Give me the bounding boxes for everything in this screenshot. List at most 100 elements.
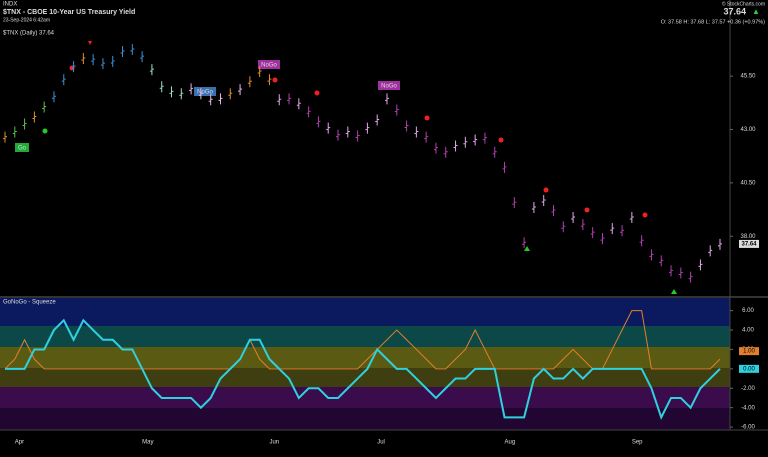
- price-bar: [179, 88, 184, 100]
- price-bar: [61, 74, 66, 86]
- price-bar: [32, 111, 37, 123]
- nogo-label: NoGo: [381, 84, 397, 90]
- price-bar: [316, 116, 321, 128]
- x-tick-label: May: [142, 440, 153, 446]
- price-bar: [384, 93, 389, 105]
- price-bar: [51, 91, 56, 103]
- price-bar: [600, 233, 605, 245]
- title: $TNX - CBOE 10-Year US Treasury Yield: [3, 9, 135, 16]
- x-tick-label: Apr: [15, 440, 24, 446]
- price-bar: [433, 142, 438, 154]
- price-bar: [561, 221, 566, 233]
- price-bar: [698, 259, 703, 271]
- nogo-dot: [584, 207, 590, 213]
- price-bar: [91, 54, 96, 66]
- price-bar: [610, 223, 615, 235]
- price-bar: [414, 126, 419, 138]
- nogo-box: [378, 81, 400, 90]
- price-bar: [629, 212, 634, 224]
- go-triangle: [671, 289, 677, 294]
- band: [0, 408, 730, 430]
- y-tick-label: -6.00: [741, 425, 755, 431]
- y-tick-label: -2.00: [741, 386, 755, 392]
- y-tick-label: 38.00: [740, 234, 756, 240]
- go-dot: [42, 128, 48, 134]
- y-tick-label: 40.50: [740, 180, 756, 186]
- y-tick-label: 45.50: [740, 74, 756, 80]
- go-box: [15, 143, 29, 152]
- price-bar: [81, 53, 86, 65]
- price-bar: [267, 74, 272, 86]
- price-bar: [277, 94, 282, 106]
- indicator-title: GoNoGo - Squeeze: [3, 300, 56, 306]
- price-bar: [512, 197, 517, 209]
- nogo-dot: [424, 115, 430, 121]
- price-bar: [218, 93, 223, 105]
- price-bar: [375, 114, 380, 126]
- price-bar: [228, 88, 233, 100]
- price-bar: [189, 83, 194, 95]
- price-bar: [492, 146, 497, 158]
- band: [0, 347, 730, 368]
- price-bar: [424, 131, 429, 143]
- x-tick-label: Jun: [269, 440, 279, 446]
- price-bar: [580, 219, 585, 231]
- price-bar: [169, 86, 174, 98]
- price-bar: [12, 126, 17, 138]
- value-label: 0.00: [743, 366, 755, 372]
- price-bar: [482, 132, 487, 144]
- price-bar: [473, 134, 478, 146]
- price-bar: [453, 140, 458, 152]
- price-bar: [120, 45, 125, 57]
- price-bar: [22, 118, 27, 130]
- price-bar: [502, 161, 507, 173]
- price-bar: [551, 204, 556, 216]
- nogo-dot: [314, 90, 320, 96]
- nogo-dot: [498, 137, 504, 143]
- nogo-dot: [272, 77, 278, 83]
- price-bar: [590, 227, 595, 239]
- copyright: © StockCharts.com: [722, 0, 765, 7]
- price-bar: [522, 237, 527, 249]
- price-bar: [620, 225, 625, 237]
- y-tick-label: 6.00: [742, 308, 754, 314]
- band: [0, 298, 730, 326]
- price-bar: [149, 64, 154, 76]
- price-bar: [42, 101, 47, 113]
- price-bar: [688, 271, 693, 283]
- nogo-triangle: [88, 41, 92, 45]
- series-line: [5, 318, 721, 420]
- price-bar: [541, 194, 546, 206]
- x-tick-label: Aug: [505, 440, 516, 446]
- x-tick-label: Sep: [632, 440, 643, 446]
- price-bar: [365, 122, 370, 134]
- price-bar: [404, 120, 409, 132]
- y-tick-label: -4.00: [741, 405, 755, 411]
- price-bar: [257, 66, 262, 78]
- price-bar: [198, 88, 203, 100]
- price-bar: [110, 56, 115, 68]
- nogo-box: [194, 87, 216, 96]
- price-bar: [326, 122, 331, 134]
- price-bar: [287, 93, 292, 105]
- price-bar: [571, 212, 576, 224]
- up-arrow: ▲: [752, 7, 760, 16]
- price-bar: [130, 44, 135, 56]
- y-tick-label: 4.00: [742, 328, 754, 334]
- ohlc: O: 37.58 H: 37.68 L: 37.57 +0.36 (+0.97%…: [661, 19, 765, 25]
- value-box: [739, 364, 759, 373]
- price-bar: [238, 84, 243, 96]
- nogo-dot: [642, 212, 648, 218]
- price-bar: [443, 146, 448, 158]
- go-label: Go: [18, 146, 27, 152]
- legend: $TNX (Daily) 37.64: [3, 31, 55, 37]
- nogo-label: NoGo: [197, 90, 213, 96]
- price-bar: [336, 129, 341, 141]
- price-bar: [296, 98, 301, 110]
- price-bar: [394, 104, 399, 116]
- price-bar: [708, 245, 713, 257]
- price-bar: [159, 81, 164, 93]
- y-tick-label: 43.00: [740, 127, 756, 133]
- price-bar: [355, 130, 360, 142]
- price-bar: [639, 235, 644, 247]
